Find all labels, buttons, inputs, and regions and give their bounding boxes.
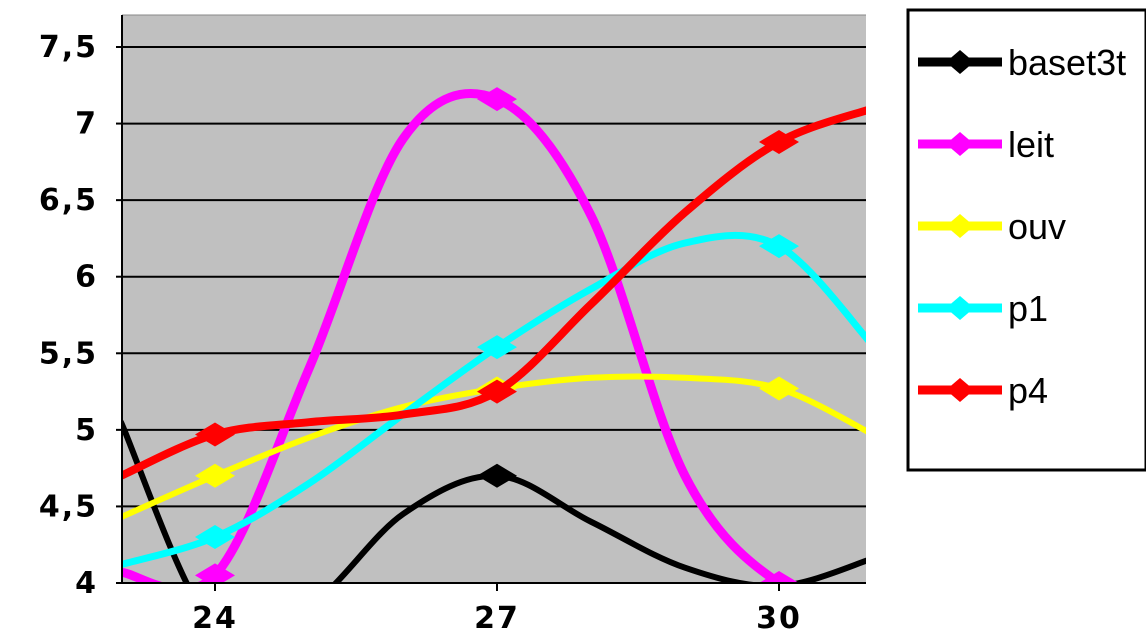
y-tick-label: 7,5: [39, 30, 98, 65]
y-tick-label: 5,5: [39, 336, 98, 371]
y-axis-tick-labels: 4 4,5 5 5,5 6 6,5 7 7,5: [39, 30, 98, 601]
y-tick-label: 7: [75, 107, 98, 142]
legend: baset3t leit ouv p1 p4: [908, 10, 1146, 470]
y-tick-label: 6,5: [39, 183, 98, 218]
y-tick-label: 5: [75, 413, 98, 448]
y-tick-label: 4: [75, 566, 98, 601]
y-tick-label: 6: [75, 260, 98, 295]
legend-label-leit: leit: [1008, 124, 1054, 165]
legend-label-ouv: ouv: [1008, 206, 1066, 247]
x-axis-tick-labels: 24 27 30: [192, 601, 802, 636]
x-tick-label: 24: [192, 601, 238, 636]
legend-label-p4: p4: [1008, 370, 1048, 411]
x-tick-label: 27: [474, 601, 520, 636]
y-tick-label: 4,5: [39, 489, 98, 524]
legend-label-baset3t: baset3t: [1008, 42, 1126, 83]
legend-label-p1: p1: [1008, 288, 1048, 329]
x-tick-label: 30: [756, 601, 802, 636]
